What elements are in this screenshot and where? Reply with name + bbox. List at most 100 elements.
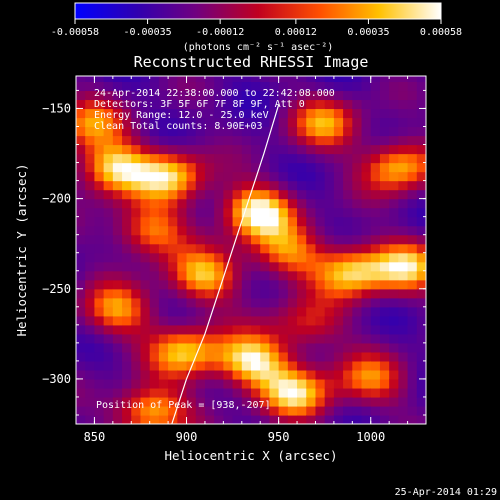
heatmap-cell: [251, 198, 261, 209]
heatmap-cell: [370, 378, 381, 389]
heatmap-cell: [333, 297, 344, 308]
heatmap-cell: [398, 387, 409, 398]
heatmap-cell: [131, 135, 142, 146]
heatmap-cell: [297, 378, 307, 389]
heatmap-cell: [223, 198, 234, 209]
heatmap-cell: [140, 144, 151, 155]
heatmap-cell: [131, 126, 142, 137]
heatmap-cell: [379, 189, 390, 200]
heatmap-cell: [76, 378, 86, 389]
heatmap-cell: [158, 162, 169, 173]
heatmap-cell: [241, 126, 252, 137]
heatmap-cell: [416, 207, 426, 218]
heatmap-cell: [260, 99, 271, 110]
heatmap-cell: [94, 396, 105, 407]
heatmap-cell: [379, 153, 390, 164]
heatmap-cell: [223, 243, 234, 254]
heatmap-cell: [352, 99, 363, 110]
heatmap-cell: [232, 279, 243, 290]
heatmap-cell: [131, 297, 142, 308]
heatmap-cell: [214, 81, 224, 92]
heatmap-cell: [324, 189, 335, 200]
heatmap-cell: [343, 387, 353, 398]
heatmap-cell: [324, 81, 335, 92]
heatmap-cell: [260, 297, 271, 308]
heatmap-cell: [94, 288, 105, 299]
heatmap-cell: [361, 243, 372, 254]
heatmap-cell: [241, 342, 252, 353]
annotation-line: 24-Apr-2014 22:38:00.000 to 22:42:08.000: [94, 88, 335, 99]
heatmap-cell: [389, 171, 399, 182]
heatmap-cell: [333, 306, 344, 317]
heatmap-cell: [251, 279, 261, 290]
heatmap-cell: [379, 243, 390, 254]
heatmap-cell: [186, 234, 197, 245]
heatmap-cell: [223, 297, 234, 308]
heatmap-cell: [131, 162, 142, 173]
heatmap-cell: [149, 153, 160, 164]
heatmap-cell: [352, 342, 363, 353]
heatmap-cell: [379, 144, 390, 155]
heatmap-cell: [122, 108, 132, 119]
heatmap-cell: [352, 207, 363, 218]
heatmap-cell: [112, 405, 123, 416]
heatmap-cell: [122, 216, 132, 227]
heatmap-cell: [260, 351, 271, 362]
heatmap-cell: [112, 234, 123, 245]
heatmap-cell: [85, 261, 96, 272]
heatmap-cell: [112, 216, 123, 227]
heatmap-cell: [269, 324, 280, 335]
heatmap-cell: [177, 198, 188, 209]
heatmap-cell: [260, 198, 271, 209]
heatmap-cell: [122, 396, 132, 407]
heatmap-cell: [232, 126, 243, 137]
heatmap-cell: [297, 180, 307, 191]
heatmap-cell: [297, 396, 307, 407]
heatmap-cell: [204, 279, 215, 290]
heatmap-cell: [343, 396, 353, 407]
heatmap-cell: [352, 324, 363, 335]
heatmap-cell: [278, 270, 289, 281]
heatmap-cell: [260, 279, 271, 290]
heatmap-cell: [361, 279, 372, 290]
heatmap-cell: [251, 76, 261, 83]
heatmap-cell: [379, 90, 390, 101]
heatmap-cell: [370, 117, 381, 128]
heatmap-cell: [287, 126, 298, 137]
heatmap-cell: [269, 387, 280, 398]
annotations: 24-Apr-2014 22:38:00.000 to 22:42:08.000…: [94, 88, 335, 132]
heatmap-cell: [214, 270, 224, 281]
heatmap-cell: [278, 396, 289, 407]
heatmap-cell: [204, 198, 215, 209]
heatmap-cell: [158, 76, 169, 83]
heatmap-cell: [306, 333, 317, 344]
heatmap-cell: [131, 207, 142, 218]
heatmap-cell: [389, 306, 399, 317]
heatmap-cell: [352, 252, 363, 263]
heatmap-cell: [168, 297, 178, 308]
heatmap-cell: [398, 144, 409, 155]
heatmap-cell: [85, 297, 96, 308]
heatmap-cell: [195, 81, 206, 92]
heatmap-cell: [333, 162, 344, 173]
heatmap-cell: [343, 207, 353, 218]
heatmap-cell: [315, 81, 326, 92]
heatmap-cell: [76, 279, 86, 290]
heatmap-cell: [177, 225, 188, 236]
heatmap-cell: [241, 189, 252, 200]
heatmap-cell: [315, 90, 326, 101]
heatmap-cell: [306, 171, 317, 182]
heatmap-cell: [103, 351, 114, 362]
heatmap-cell: [241, 216, 252, 227]
heatmap-cell: [85, 333, 96, 344]
heatmap-cell: [186, 126, 197, 137]
heatmap-cell: [361, 108, 372, 119]
heatmap-cell: [232, 369, 243, 380]
heatmap-cell: [85, 207, 96, 218]
heatmap-cell: [177, 189, 188, 200]
heatmap-cell: [76, 180, 86, 191]
heatmap-cell: [177, 162, 188, 173]
heatmap-cell: [158, 234, 169, 245]
heatmap-cell: [361, 306, 372, 317]
heatmap-cell: [94, 81, 105, 92]
